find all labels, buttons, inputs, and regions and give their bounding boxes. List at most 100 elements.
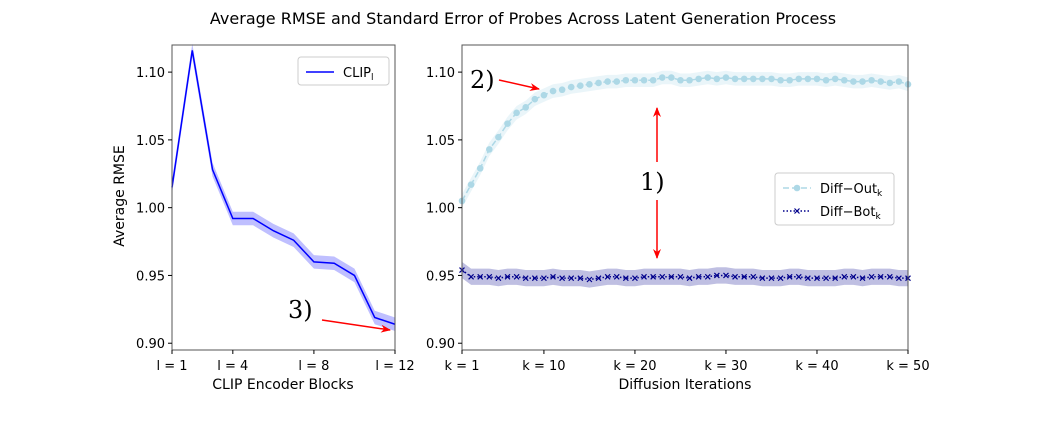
legend-marker: [793, 184, 801, 192]
data-point: [504, 120, 511, 127]
data-point: [659, 273, 666, 280]
data-point: [577, 275, 584, 282]
data-point: [677, 273, 684, 280]
data-point: [632, 275, 638, 282]
x-tick-label: l = 12: [375, 359, 414, 374]
data-point: [568, 275, 575, 282]
data-point: [495, 133, 502, 141]
data-point: [540, 275, 547, 282]
data-point: [723, 272, 729, 279]
y-tick-label: 0.95: [136, 269, 165, 284]
data-point: [768, 75, 775, 83]
data-point: [822, 76, 830, 84]
right-plot: 0.90 0.95 1.00 1.05 1.10 k = 1 k = 10 k = 20 k =…: [426, 44, 930, 374]
data-point: [540, 91, 548, 99]
y-tick-label: 1.05: [136, 134, 165, 149]
data-point: [595, 275, 602, 282]
data-point: [513, 273, 520, 280]
data-point: [722, 74, 730, 81]
x-tick-label: k = 50: [886, 359, 929, 374]
data-point: [759, 275, 766, 282]
data-point: [840, 76, 848, 84]
x-tick-label: l = 1: [156, 359, 187, 374]
legend-label: Diff−Outk: [820, 182, 883, 199]
data-point: [886, 79, 894, 87]
data-point: [731, 75, 739, 83]
legend-label: Diff−Botk: [820, 205, 881, 222]
data-point: [467, 181, 475, 188]
data-point: [522, 104, 530, 111]
data-point: [740, 75, 748, 83]
data-point: [613, 273, 620, 280]
annotation-arrow: [321, 319, 391, 333]
chart-title: Average RMSE and Standard Error of Probe…: [210, 9, 836, 28]
left-plot: 0.90 0.95 1.00 1.05 1.10 l = 1 l = 4 l = 8 l = 1…: [136, 43, 415, 374]
data-point: [859, 78, 866, 85]
data-point: [649, 76, 657, 84]
data-point: [686, 275, 693, 282]
y-tick-label: 0.90: [136, 337, 165, 352]
data-point: [577, 82, 584, 89]
data-point: [814, 275, 820, 282]
x-axis-label-right: Diffusion Iterations: [619, 377, 752, 393]
data-point: [877, 78, 884, 85]
y-tick-label: 1.10: [136, 66, 165, 81]
data-point: [613, 78, 621, 85]
data-point: [668, 273, 675, 280]
data-point: [877, 273, 884, 280]
data-point: [622, 275, 629, 282]
x-tick-label: k = 10: [522, 359, 565, 374]
data-point: [640, 76, 648, 84]
data-point: [504, 273, 511, 280]
data-point: [513, 109, 520, 117]
data-point: [886, 273, 893, 280]
legend: CLIPl: [297, 56, 390, 86]
data-point: [741, 273, 748, 280]
data-point: [604, 273, 611, 280]
plot-frame: [171, 44, 396, 351]
data-point: [531, 275, 538, 282]
error-band: [462, 261, 908, 288]
data-point: [832, 275, 839, 282]
data-point: [868, 76, 875, 84]
data-point: [841, 273, 848, 280]
data-point: [895, 78, 903, 85]
data-point: [804, 275, 811, 282]
data-point: [713, 272, 720, 279]
x-tick-label: k = 20: [613, 359, 656, 374]
data-point: [795, 273, 802, 280]
data-point: [732, 273, 738, 280]
data-point: [895, 275, 902, 282]
data-point: [595, 79, 602, 87]
legend: Diff−Outk Diff−Botk: [774, 172, 895, 226]
data-point: [850, 78, 857, 85]
series-line: [461, 269, 908, 281]
data-point: [686, 76, 693, 84]
data-point: [558, 86, 566, 94]
data-point: [768, 275, 775, 282]
y-tick-label: 1.00: [426, 202, 455, 217]
data-point: [641, 273, 647, 280]
legend-box: [297, 56, 390, 86]
data-point: [750, 273, 757, 280]
y-tick-label: 0.95: [426, 269, 455, 284]
data-point: [586, 81, 593, 88]
annotation-label: 1): [640, 168, 665, 196]
data-point: [476, 165, 484, 172]
data-point: [704, 74, 712, 81]
data-point: [486, 273, 493, 280]
data-point: [586, 276, 593, 283]
data-point: [777, 275, 784, 282]
x-tick-label: k = 1: [445, 359, 480, 374]
data-point: [549, 87, 557, 95]
data-point: [658, 74, 666, 81]
data-point: [622, 76, 630, 84]
data-point: [468, 273, 475, 280]
y-tick-label: 1.00: [136, 202, 165, 217]
data-point: [559, 275, 566, 282]
x-tick-label: l = 8: [298, 359, 329, 374]
y-tick-label: 1.05: [426, 134, 455, 149]
legend-marker: [794, 208, 800, 214]
x-tick-label: k = 30: [704, 359, 747, 374]
data-point: [695, 273, 702, 280]
